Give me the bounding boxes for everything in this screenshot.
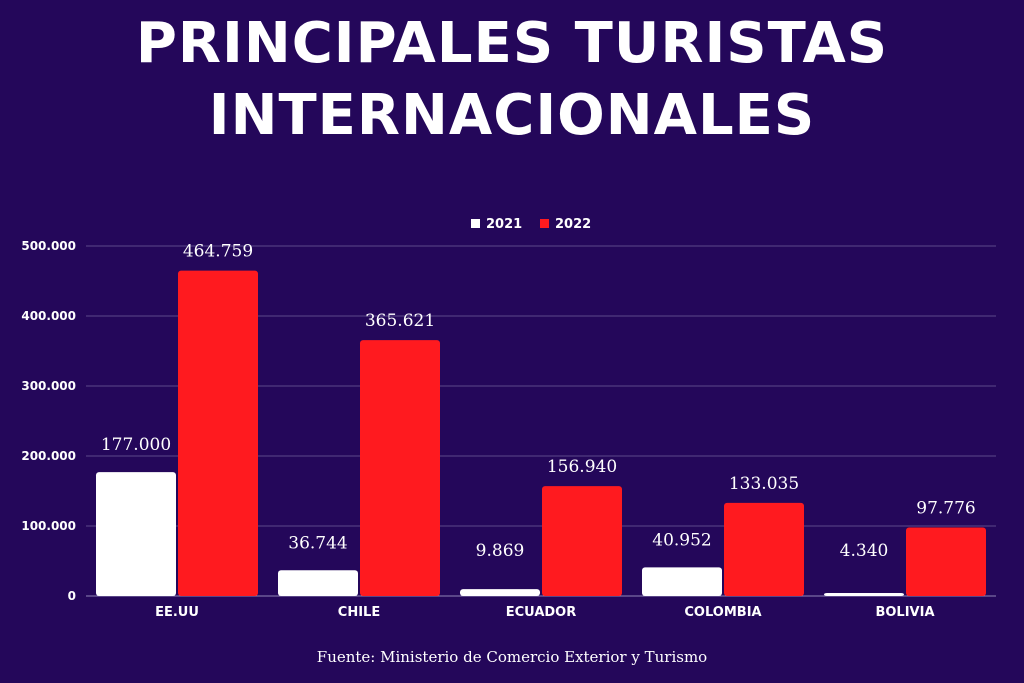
data-label: 40.952 [652, 530, 711, 550]
bar-2022-eeuu[interactable] [178, 270, 258, 596]
bar-2021-colombia[interactable] [642, 567, 722, 596]
bar-2022-colombia[interactable] [724, 502, 804, 596]
bar-2021-eeuu[interactable] [96, 472, 176, 596]
y-tick-label: 200.000 [21, 449, 76, 463]
legend-label-2021[interactable]: 2021 [486, 217, 522, 232]
bar-2022-bolivia[interactable] [906, 527, 986, 596]
x-category-label: ECUADOR [506, 605, 577, 620]
bar-2022-ecuador[interactable] [542, 486, 622, 596]
chart-title-line-1: PRINCIPALES TURISTAS [135, 11, 889, 76]
data-label: 133.035 [729, 474, 799, 494]
data-labels: 177.000 464.759 36.744 365.621 9.869 156.940 4… [101, 242, 976, 561]
legend-swatch-2021 [471, 219, 480, 228]
data-label: 36.744 [288, 533, 347, 553]
data-label: 97.776 [916, 499, 975, 519]
bar-2021-chile[interactable] [278, 570, 358, 596]
x-category-label: COLOMBIA [684, 605, 761, 620]
y-tick-label: 100.000 [21, 519, 76, 533]
data-label: 4.340 [840, 541, 889, 561]
x-category-label: BOLIVIA [875, 605, 934, 620]
chart-title: PRINCIPALES TURISTAS INTERNACIONALES [0, 8, 1024, 152]
bar-2021-bolivia[interactable] [824, 592, 904, 596]
legend[interactable]: 2021 2022 [471, 217, 591, 232]
x-category-label: EE.UU [155, 605, 199, 620]
data-label: 177.000 [101, 435, 171, 455]
legend-label-2022[interactable]: 2022 [555, 217, 591, 232]
chart-title-line-2: INTERNACIONALES [208, 83, 816, 148]
y-tick-label: 500.000 [21, 239, 76, 253]
data-label: 464.759 [183, 242, 253, 262]
y-tick-label: 0 [68, 589, 76, 603]
y-axis-ticks: 0 100.000 200.000 300.000 400.000 500.000 [21, 239, 76, 603]
data-label: 156.940 [547, 457, 617, 477]
source-note: Fuente: Ministerio de Comercio Exterior … [316, 648, 708, 666]
bars [96, 270, 986, 596]
x-axis-categories: EE.UU CHILE ECUADOR COLOMBIA BOLIVIA [155, 605, 934, 620]
data-label: 9.869 [476, 541, 525, 561]
y-tick-label: 400.000 [21, 309, 76, 323]
x-category-label: CHILE [338, 605, 380, 620]
bar-2022-chile[interactable] [360, 340, 440, 596]
bar-2021-ecuador[interactable] [460, 589, 540, 596]
data-label: 365.621 [365, 311, 435, 331]
y-tick-label: 300.000 [21, 379, 76, 393]
legend-swatch-2022 [540, 219, 549, 228]
